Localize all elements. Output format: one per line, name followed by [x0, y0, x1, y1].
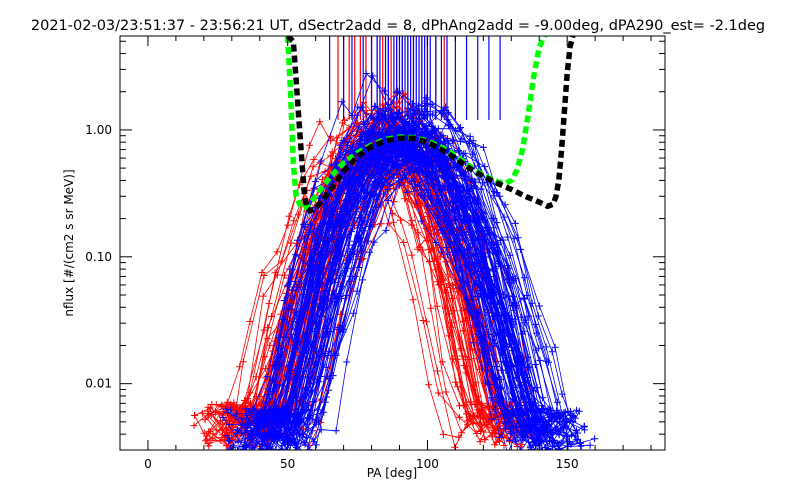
fit-curve-black: [285, 36, 576, 214]
chart-title: 2021-02-03/23:51:37 - 23:56:21 UT, dSect…: [31, 18, 765, 34]
plot-frame: [119, 35, 666, 451]
series-blue-markers: [253, 119, 529, 441]
series-blue-traces: [219, 70, 599, 450]
series-blue-markers: [250, 114, 538, 449]
y-tick-label: 0.10: [85, 250, 112, 264]
y-axis-label: nflux [#/(cm2 s sr MeV)]: [62, 169, 76, 316]
series-blue-markers: [242, 151, 552, 444]
series-blue-markers: [265, 94, 585, 450]
axes-layer: 0 50 100 150 0.01 0.10 1.00: [85, 35, 666, 471]
series-blue-trace: [264, 129, 540, 450]
data-layer: [190, 36, 599, 450]
x-tick-label: 150: [556, 457, 579, 471]
series-blue-trace: [259, 152, 537, 439]
series-blue-trace: [245, 153, 548, 442]
series-blue-markers: [247, 142, 553, 442]
series-blue-markers: [296, 112, 547, 431]
series-blue-markers: [283, 128, 577, 436]
series-blue-trace: [289, 105, 543, 450]
x-tick-label: 0: [144, 457, 152, 471]
series-blue-trace: [265, 146, 591, 450]
x-tick-label: 100: [416, 457, 439, 471]
y-tick-label: 0.01: [85, 377, 112, 391]
x-tick-label: 50: [280, 457, 295, 471]
series-blue-trace: [290, 135, 564, 449]
series-blue-trace: [268, 97, 582, 446]
series-blue-trace: [254, 117, 534, 447]
series-blue-trace: [299, 115, 544, 428]
series-red-markers: [209, 132, 505, 450]
y-tick-label: 1.00: [85, 123, 112, 137]
series-blue-trace: [255, 116, 533, 428]
x-axis-label: PA [deg]: [367, 466, 417, 480]
